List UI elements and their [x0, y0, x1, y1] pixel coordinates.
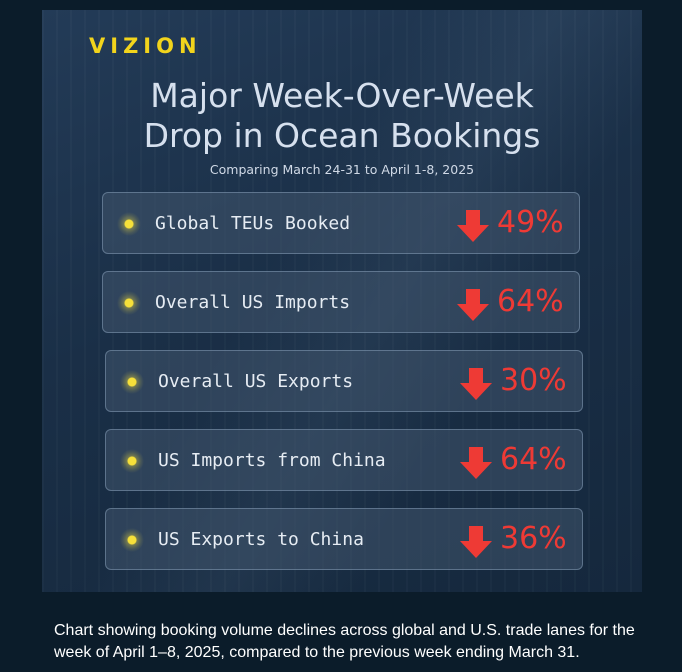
metric-label: Global TEUs Booked: [155, 213, 351, 234]
bullet-dot-icon: [120, 370, 144, 394]
bullet-dot-icon: [120, 528, 144, 552]
down-arrow-icon: [460, 447, 492, 479]
chart-subtitle: Comparing March 24-31 to April 1-8, 2025: [209, 162, 475, 177]
down-arrow-icon: [457, 289, 489, 321]
metric-value: 49%: [497, 205, 564, 240]
down-arrow-icon: [457, 210, 489, 242]
infographic-card: VIZION Major Week-Over-Week Drop in Ocea…: [42, 10, 642, 592]
metric-row: Overall US Imports 64%: [102, 271, 580, 333]
down-arrow-icon: [460, 526, 492, 558]
metric-value: 64%: [497, 284, 564, 319]
bullet-dot-icon: [120, 449, 144, 473]
down-arrow-icon: [460, 368, 492, 400]
brand-logo: VIZION: [89, 34, 202, 58]
bullet-dot-icon: [117, 291, 141, 315]
metric-row: Global TEUs Booked 49%: [102, 192, 580, 254]
title-line-2: Drop in Ocean Bookings: [143, 116, 541, 155]
metric-value: 30%: [500, 363, 567, 398]
metric-row: Overall US Exports 30%: [105, 350, 583, 412]
figure-caption: Chart showing booking volume declines ac…: [54, 622, 635, 661]
metric-label: US Imports from China: [158, 450, 386, 471]
title-line-1: Major Week-Over-Week: [150, 76, 534, 115]
metric-row: US Imports from China 64%: [105, 429, 583, 491]
metric-value: 36%: [500, 521, 567, 556]
chart-title: Major Week-Over-Week Drop in Ocean Booki…: [42, 76, 642, 156]
metric-label: Overall US Exports: [158, 371, 354, 392]
metric-label: Overall US Imports: [155, 292, 351, 313]
metric-label: US Exports to China: [158, 529, 364, 550]
bullet-dot-icon: [117, 212, 141, 236]
metric-row: US Exports to China 36%: [105, 508, 583, 570]
metric-value: 64%: [500, 442, 567, 477]
